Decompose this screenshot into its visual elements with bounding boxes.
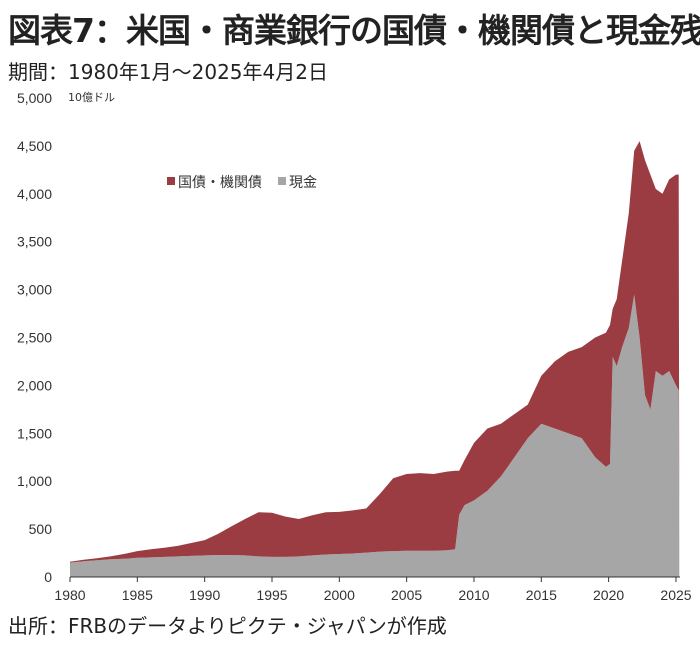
x-tick-label: 1990 bbox=[189, 587, 220, 603]
legend-label: 国債・機関債 bbox=[178, 175, 262, 191]
unit-label: 10億ドル bbox=[68, 91, 115, 104]
y-tick-label: 2,000 bbox=[17, 377, 52, 393]
x-tick-label: 2005 bbox=[391, 587, 422, 603]
x-tick-label: 2015 bbox=[526, 587, 557, 603]
y-tick-label: 5,000 bbox=[17, 90, 52, 106]
x-tick-label: 2010 bbox=[458, 587, 489, 603]
x-tick-label: 2000 bbox=[324, 587, 355, 603]
y-tick-label: 4,000 bbox=[17, 186, 52, 202]
y-tick-label: 3,500 bbox=[17, 234, 52, 250]
y-tick-label: 0 bbox=[44, 569, 52, 585]
legend-label: 現金 bbox=[289, 175, 317, 191]
source-note: 出所：FRBのデータよりピクテ・ジャパンが作成 bbox=[8, 614, 447, 638]
y-axis: 0 500 1,000 1,500 2,000 2,500 3,000 3,500 4,000 4… bbox=[17, 90, 52, 585]
y-tick-label: 3,000 bbox=[17, 282, 52, 298]
y-tick-label: 1,000 bbox=[17, 473, 52, 489]
page-title: 図表7：米国・商業銀行の国債・機関債と現金残高 bbox=[8, 11, 700, 50]
legend-swatch bbox=[278, 177, 286, 185]
y-tick-label: 4,500 bbox=[17, 138, 52, 154]
x-tick-label: 2025 bbox=[660, 587, 691, 603]
y-tick-label: 2,500 bbox=[17, 330, 52, 346]
x-tick-label: 2020 bbox=[593, 587, 624, 603]
area-series-cash bbox=[70, 294, 680, 577]
x-axis: 1980 1985 1990 1995 2000 2005 2010 2015 2020 2025 bbox=[54, 576, 692, 603]
legend-swatch bbox=[167, 177, 175, 185]
y-tick-label: 1,500 bbox=[17, 425, 52, 441]
y-tick-label: 500 bbox=[29, 521, 53, 537]
legend: 国債・機関債 現金 bbox=[167, 175, 317, 191]
x-tick-label: 1995 bbox=[256, 587, 287, 603]
period-subtitle: 期間：1980年1月～2025年4月2日 bbox=[8, 60, 328, 84]
x-tick-label: 1985 bbox=[122, 587, 153, 603]
x-tick-label: 1980 bbox=[54, 587, 85, 603]
chart-areas bbox=[70, 141, 680, 577]
